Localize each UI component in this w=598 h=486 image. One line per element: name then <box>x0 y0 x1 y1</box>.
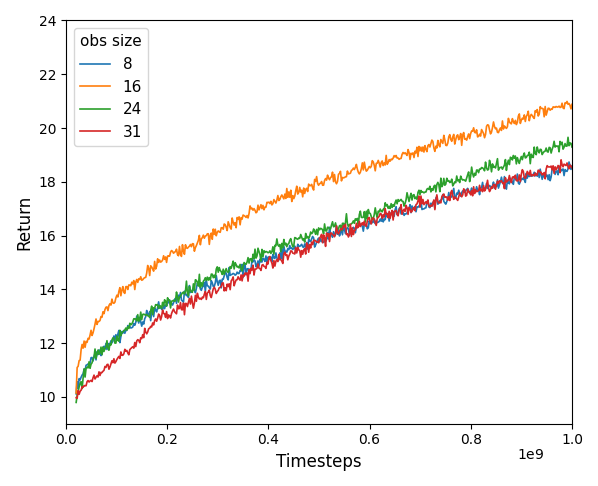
8 <box>566 159 573 165</box>
24 <box>72 399 80 405</box>
31 <box>480 183 487 189</box>
Legend: 8, 16, 24, 31: 8, 16, 24, 31 <box>74 28 148 146</box>
16 <box>72 390 80 396</box>
24 <box>565 135 572 140</box>
31 <box>559 162 566 168</box>
16 <box>557 104 564 110</box>
31 <box>72 395 80 400</box>
31 <box>309 242 316 247</box>
24 <box>311 228 318 234</box>
Line: 31: 31 <box>76 160 572 399</box>
Line: 16: 16 <box>76 102 572 393</box>
31 <box>369 215 376 221</box>
16 <box>308 181 315 187</box>
8 <box>308 236 315 242</box>
31 <box>557 157 565 163</box>
16 <box>341 174 348 180</box>
16 <box>368 163 375 169</box>
16 <box>563 99 570 104</box>
24 <box>341 224 348 229</box>
31 <box>312 238 319 243</box>
24 <box>308 231 315 237</box>
Line: 8: 8 <box>76 162 572 394</box>
31 <box>342 222 349 227</box>
16 <box>479 128 486 134</box>
8 <box>479 179 486 185</box>
24 <box>569 144 576 150</box>
24 <box>479 165 486 171</box>
24 <box>557 139 564 144</box>
8 <box>557 165 564 171</box>
8 <box>569 163 576 169</box>
8 <box>368 218 375 224</box>
8 <box>311 244 318 250</box>
24 <box>368 213 375 219</box>
16 <box>569 102 576 107</box>
8 <box>341 226 348 232</box>
31 <box>74 396 81 401</box>
Line: 24: 24 <box>76 138 572 402</box>
8 <box>72 391 80 397</box>
31 <box>569 165 576 171</box>
Y-axis label: Return: Return <box>15 194 33 250</box>
16 <box>311 176 318 182</box>
Text: $\mathregular{1e9}$: $\mathregular{1e9}$ <box>517 448 544 462</box>
X-axis label: Timesteps: Timesteps <box>276 453 362 471</box>
